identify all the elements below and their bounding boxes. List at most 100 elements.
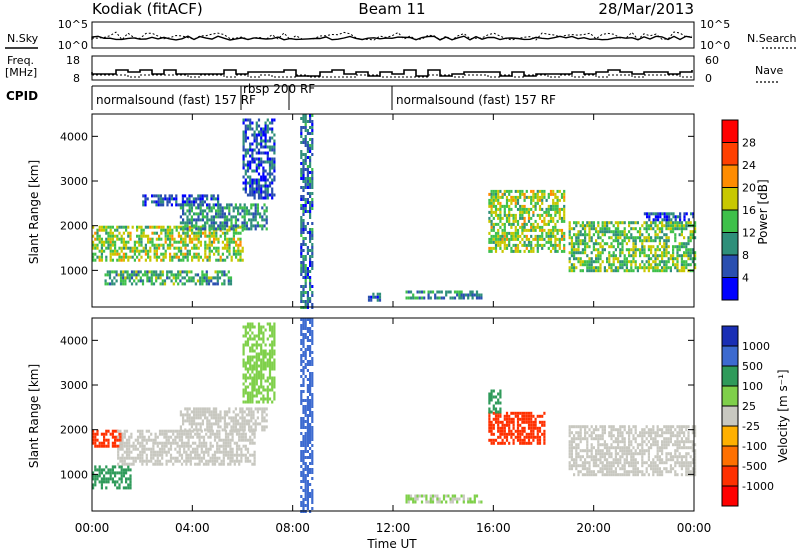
heatmap-cell-region-4 [249, 181, 252, 185]
heatmap-cell-region-2 [216, 456, 219, 460]
heatmap-cell-region-9 [639, 254, 642, 258]
heatmap-cell-region-5 [309, 255, 312, 258]
heatmap-cell-region-7 [512, 423, 515, 427]
heatmap-cell-region-9 [573, 248, 576, 252]
heatmap-cell-region-4 [260, 178, 263, 182]
heatmap-cell-region-8 [503, 234, 506, 238]
heatmap-cell-region-2 [147, 459, 151, 463]
heatmap-cell-region-9 [674, 461, 677, 465]
heatmap-cell-region-0 [228, 249, 231, 253]
heatmap-cell-region-0 [136, 240, 139, 244]
heatmap-cell-region-1 [107, 471, 110, 475]
heatmap-cell-region-6 [453, 497, 457, 501]
heatmap-cell-region-9 [685, 224, 688, 228]
heatmap-cell-region-10 [676, 215, 679, 219]
heatmap-cell-region-5 [309, 180, 312, 183]
heatmap-cell-region-4 [268, 343, 272, 347]
heatmap-cell-region-0 [199, 231, 202, 235]
heatmap-cell-region-7 [418, 296, 421, 300]
heatmap-cell-region-3 [212, 410, 215, 414]
heatmap-cell-region-9 [612, 470, 615, 474]
heatmap-cell-region-5 [300, 264, 303, 267]
heatmap-cell-region-9 [658, 455, 661, 459]
heatmap-cell-region-9 [658, 473, 661, 477]
heatmap-cell-region-8 [508, 192, 511, 196]
heatmap-cell-region-9 [584, 425, 587, 429]
heatmap-cell-region-0 [138, 252, 141, 256]
heatmap-cell-region-9 [568, 221, 571, 225]
heatmap-cell-region-8 [552, 198, 555, 202]
heatmap-cell-region-5 [304, 210, 307, 213]
heatmap-cell-region-8 [490, 219, 493, 223]
heatmap-cell-region-4 [257, 193, 261, 197]
heatmap-cell-region-4 [260, 328, 263, 332]
heatmap-cell-region-9 [573, 221, 576, 225]
heatmap-cell-region-0 [142, 228, 145, 232]
heatmap-cell-region-9 [610, 467, 613, 471]
heatmap-cell-region-9 [678, 221, 681, 225]
heatmap-cell-region-4 [268, 169, 272, 173]
heatmap-cell-region-4 [262, 196, 265, 200]
heatmap-cell-region-2 [228, 203, 231, 207]
heatmap-cell-region-8 [510, 225, 513, 229]
heatmap-cell-region-2 [244, 432, 247, 436]
heatmap-cell-region-9 [647, 458, 650, 462]
heatmap-cell-region-2 [200, 444, 203, 448]
heatmap-cell-region-8 [541, 207, 544, 211]
heatmap-cell-region-2 [210, 224, 213, 228]
heatmap-cell-region-9 [608, 230, 611, 234]
heatmap-cell-region-6 [438, 497, 441, 501]
heatmap-cell-region-4 [262, 352, 265, 356]
heatmap-cell-region-4 [249, 121, 252, 125]
heatmap-cell-region-6 [449, 500, 452, 504]
heatmap-cell-region-5 [302, 255, 305, 258]
heatmap-cell-region-2 [205, 447, 208, 451]
heatmap-cell-region-7 [514, 435, 517, 439]
heatmap-cell-region-2 [117, 462, 120, 466]
heatmap-cell-region-2 [195, 212, 198, 216]
heatmap-cell-region-9 [601, 233, 604, 237]
heatmap-cell-region-8 [541, 189, 544, 193]
heatmap-cell-region-5 [311, 201, 314, 204]
heatmap-cell-region-5 [304, 153, 307, 156]
heatmap-cell-region-10 [652, 212, 655, 216]
heatmap-cell-region-9 [617, 233, 620, 237]
heatmap-cell-region-8 [556, 195, 559, 199]
heatmap-cell-region-2 [217, 209, 220, 213]
heatmap-cell-region-9 [645, 425, 648, 429]
heatmap-cell-region-2 [218, 447, 221, 451]
heatmap-cell-region-9 [641, 239, 644, 243]
heatmap-cell-region-2 [222, 438, 225, 442]
heatmap-cell-region-0 [224, 243, 227, 247]
heatmap-cell-region-9 [599, 242, 602, 246]
heatmap-cell-region-9 [689, 248, 692, 252]
heatmap-cell-region-9 [661, 221, 664, 225]
heatmap-cell-region-9 [672, 248, 675, 252]
heatmap-cell-region-8 [530, 243, 533, 247]
heatmap-cell-region-9 [617, 269, 620, 273]
heatmap-cell-region-9 [621, 464, 624, 468]
heatmap-cell-region-2 [224, 444, 228, 448]
heatmap-cell-region-4 [262, 358, 265, 362]
heatmap-cell-region-2 [185, 459, 188, 463]
heatmap-cell-region-2 [184, 224, 187, 228]
heatmap-cell-region-1 [174, 279, 178, 283]
heatmap-cell-region-8 [545, 213, 548, 217]
heatmap-cell-region-2 [152, 444, 155, 448]
heatmap-cell-region-9 [639, 452, 642, 456]
heatmap-cell-region-9 [619, 455, 622, 459]
heatmap-cell-region-9 [592, 437, 595, 441]
heatmap-cell-region-0 [193, 234, 196, 238]
heatmap-cell-region-5 [311, 459, 314, 462]
heatmap-cell-region-4 [246, 367, 250, 371]
heatmap-cell-region-3 [199, 194, 202, 198]
heatmap-cell-region-1 [100, 471, 103, 475]
heatmap-cell-region-3 [186, 416, 189, 420]
heatmap-cell-region-5 [302, 405, 305, 408]
heatmap-cell-region-9 [586, 443, 589, 447]
heatmap-cell-region-7 [510, 411, 513, 415]
heatmap-cell-region-8 [499, 201, 502, 205]
heatmap-cell-region-9 [674, 221, 677, 225]
heatmap-cell-region-9 [617, 242, 620, 246]
heatmap-cell-region-1 [150, 273, 153, 277]
